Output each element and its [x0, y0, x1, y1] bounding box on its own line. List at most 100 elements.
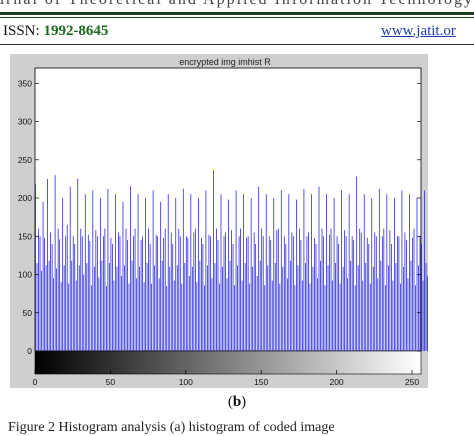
histogram-bar [283, 236, 285, 351]
histogram-bar [286, 278, 288, 351]
histogram-bar [378, 188, 380, 351]
histogram-bar [345, 236, 347, 351]
histogram-bar [234, 285, 235, 351]
histogram-bar [357, 265, 359, 351]
histogram-bar [145, 198, 146, 351]
histogram-bar [344, 230, 345, 351]
histogram-bar [90, 285, 92, 351]
histogram-bar [127, 240, 128, 351]
histogram-bar [338, 243, 339, 351]
histogram-bar [99, 198, 101, 351]
histogram-bar [182, 188, 184, 351]
histogram-bar [62, 198, 64, 351]
histogram-bar [390, 243, 392, 351]
histogram-bar [188, 276, 190, 351]
histogram-bar [179, 236, 181, 351]
histogram-bar [170, 232, 172, 351]
histogram-bar [413, 228, 415, 351]
histogram-bar [109, 263, 110, 351]
histogram-bar [72, 236, 74, 351]
histogram-bar [335, 263, 336, 351]
journal-url-link[interactable]: www.jatit.or [381, 23, 456, 39]
histogram-bar [288, 194, 290, 351]
histogram-bar [419, 236, 421, 351]
histogram-bar [185, 236, 187, 351]
histogram-bar [375, 236, 377, 351]
histogram-bar [128, 283, 130, 351]
figure-letter: (b) [227, 394, 247, 410]
histogram-bar [89, 240, 91, 351]
histogram-bar [249, 283, 251, 351]
histogram-bar [110, 237, 112, 351]
histogram-bar [38, 228, 39, 351]
y-tick-label: 300 [18, 117, 32, 127]
histogram-bar [409, 194, 410, 351]
histogram-bar [87, 234, 89, 351]
histogram-bar [164, 228, 166, 351]
histogram-bar [369, 283, 371, 351]
histogram-bar [274, 263, 276, 351]
histogram-bar [93, 266, 95, 351]
histogram-bar [161, 260, 163, 351]
histogram-bar [253, 232, 255, 351]
histogram-bar [172, 243, 174, 351]
histogram-bar [270, 240, 272, 351]
histogram-bar [86, 263, 88, 351]
y-tick-label: 250 [18, 155, 32, 165]
histogram-bar [92, 190, 94, 351]
histogram-bar [48, 260, 50, 351]
histogram-bar [336, 236, 338, 351]
histogram-bar [320, 260, 321, 351]
histogram-bar [143, 282, 145, 351]
histogram-bar [231, 230, 232, 351]
histogram-bar [119, 236, 121, 351]
histogram-bar [261, 228, 263, 351]
histogram-bar [45, 265, 47, 351]
histogram-bar [196, 282, 198, 351]
histogram-bar [371, 198, 373, 351]
y-tick-label: 200 [18, 193, 32, 203]
histogram-bar [208, 234, 210, 351]
histogram-bar [81, 236, 83, 351]
histogram-chart: encrypted img imhist R 0 50 100 150 200 250 30… [18, 57, 428, 387]
histogram-bar [339, 283, 341, 351]
histogram-bar [59, 239, 61, 351]
page-header: Journal of Theoretical and Applied Infor… [0, 0, 474, 50]
histogram-bar [77, 178, 79, 351]
histogram-bar [383, 228, 385, 351]
histogram-bar [400, 283, 401, 351]
histogram-bar [194, 228, 196, 351]
histogram-bar [356, 176, 358, 351]
histogram-bar [54, 175, 56, 351]
histogram-bar [66, 224, 68, 351]
histogram-bar [407, 278, 409, 351]
y-tick-label: 0 [27, 346, 32, 356]
histogram-bar [332, 280, 333, 351]
histogram-bar [244, 263, 246, 351]
histogram-bar [131, 260, 133, 351]
histogram-bar [351, 236, 353, 351]
histogram-bar [296, 199, 297, 351]
histogram-bar [151, 283, 152, 351]
histogram-bar [65, 236, 67, 351]
histogram-bar [321, 228, 323, 351]
histogram-bar [276, 230, 278, 351]
histogram-bar [113, 280, 115, 351]
histogram-bar [201, 237, 202, 351]
histogram-bar [297, 265, 299, 351]
histogram-bar [306, 236, 308, 351]
histogram-bar [36, 263, 38, 351]
histogram-bar [252, 266, 254, 351]
histogram-bar [327, 265, 329, 351]
histogram-bar [384, 285, 386, 351]
histogram-bar [237, 265, 238, 351]
histogram-bar [240, 228, 241, 351]
histogram-bar [273, 198, 275, 351]
histogram-bar [279, 283, 281, 351]
histogram-bar [303, 188, 305, 351]
y-tick-label: 100 [18, 270, 32, 280]
histogram-bar [199, 260, 201, 351]
histogram-bar [410, 260, 412, 351]
histogram-bar [394, 198, 395, 351]
histogram-bar [265, 194, 267, 351]
